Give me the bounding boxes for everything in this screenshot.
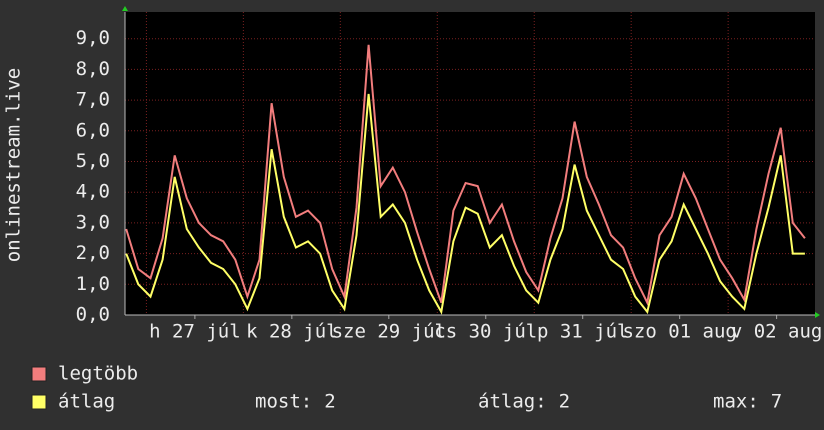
y-tick-label: 4,0 [76, 181, 110, 203]
stat-value: 2 [559, 391, 570, 413]
y-tick-label: 2,0 [76, 242, 110, 264]
x-tick-label: p 31 júl [537, 321, 629, 343]
x-tick-label: cs 30 júl [434, 321, 537, 343]
y-tick-label: 1,0 [76, 273, 110, 295]
legend-label: legtöbb [58, 363, 138, 385]
y-tick-label: 9,0 [76, 27, 110, 49]
y-tick-label: 8,0 [76, 58, 110, 80]
legend-label: átlag [58, 391, 115, 413]
x-tick-label: szo 01 aug [622, 321, 736, 343]
stat-value: 2 [324, 391, 335, 413]
y-tick-label: 0,0 [76, 304, 110, 326]
x-tick-label: h 27 júl [149, 321, 241, 343]
legend-swatch [31, 394, 47, 410]
plot-area [125, 12, 815, 315]
stat-value: 7 [771, 391, 782, 413]
stat-label: max: [713, 391, 759, 413]
y-tick-label: 6,0 [76, 119, 110, 141]
y-axis-label: onlinestream.live [3, 68, 25, 262]
x-tick-label: sze 29 júl [332, 321, 446, 343]
series-line [125, 93, 805, 315]
x-tick-label: v 02 aug [731, 321, 823, 343]
axis-arrow [815, 312, 820, 318]
legend-swatch [31, 366, 47, 382]
y-tick-label: 5,0 [76, 150, 110, 172]
y-tick-label: 3,0 [76, 211, 110, 233]
axis-arrow [122, 6, 128, 11]
stat-label: most: [255, 391, 312, 413]
y-tick-label: 7,0 [76, 89, 110, 111]
stat-label: átlag: [478, 391, 547, 413]
series-line [125, 44, 806, 306]
x-tick-label: k 28 júl [246, 321, 338, 343]
